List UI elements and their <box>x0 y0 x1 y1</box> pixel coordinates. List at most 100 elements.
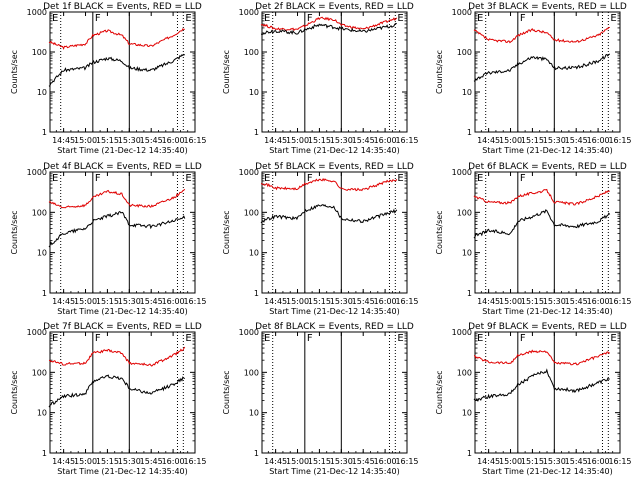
panel-2-title: Det 2f BLACK = Events, RED = LLD <box>255 2 414 12</box>
panel-3-xtick-label: 15:00 <box>499 136 522 145</box>
panel-3-xtick-label: 16:00 <box>587 136 610 145</box>
panel-7-ytick-label: 10 <box>37 409 47 418</box>
panel-6-xtick-label: 15:00 <box>499 297 522 306</box>
panel-4-lld-series <box>48 188 186 209</box>
panel-9-ytick-label: 1000 <box>452 328 472 337</box>
panel-6-marker-label: F <box>520 173 526 184</box>
panel-5-ylabel: Counts/sec <box>222 210 231 254</box>
panel-4-xtick-label: 15:00 <box>74 297 97 306</box>
panel-9-xtick-label: 15:45 <box>565 457 588 466</box>
panel-9-xtick-label: 16:00 <box>587 457 610 466</box>
panel-6-ytick-label: 10 <box>462 249 472 258</box>
panel-1-ytick-label: 1 <box>42 128 47 137</box>
panel-4-xtick-label: 15:45 <box>140 297 163 306</box>
panel-4-marker-label: E <box>52 173 58 184</box>
panel-2-marker-label: E <box>264 13 270 24</box>
panel-4-ytick-label: 10 <box>37 249 47 258</box>
panel-1-frame <box>49 11 196 133</box>
panel-9-ytick-label: 100 <box>457 368 472 377</box>
panel-9-ytick-label: 1 <box>467 449 472 458</box>
panel-4-xlabel: Start Time (21-Dec-12 14:35:40) <box>57 307 188 316</box>
panel-2-frame <box>261 11 408 133</box>
panel-1-marker-label: E <box>185 13 191 24</box>
panel-7-marker-label: F <box>95 333 101 344</box>
panel-5-xtick-label: 16:00 <box>374 297 397 306</box>
panel-9-ytick-label: 10 <box>462 409 472 418</box>
panel-7-xtick-label: 14:45 <box>52 457 75 466</box>
panel-1-ytick-label: 10 <box>37 88 47 97</box>
panel-6-xtick-label: 14:45 <box>477 297 500 306</box>
panel-4-xtick-label: 14:45 <box>52 297 75 306</box>
panel-6-xlabel: Start Time (21-Dec-12 14:35:40) <box>482 307 613 316</box>
panel-1-ylabel: Counts/sec <box>10 50 19 94</box>
panel-3-xtick-label: 15:30 <box>543 136 566 145</box>
panel-9-xlabel: Start Time (21-Dec-12 14:35:40) <box>482 467 613 476</box>
panel-6-xtick-label: 15:45 <box>565 297 588 306</box>
panel-7-title: Det 7f BLACK = Events, RED = LLD <box>43 322 202 332</box>
panel-2-ytick-label: 10 <box>249 88 259 97</box>
panel-4-marker-label: E <box>185 173 191 184</box>
panel-4-ylabel: Counts/sec <box>10 210 19 254</box>
panel-5-xtick-label: 16:15 <box>395 297 418 306</box>
panel-9-events-series <box>473 368 610 402</box>
panel-8-ytick-label: 1000 <box>239 328 259 337</box>
panel-5-ytick-label: 1 <box>254 289 259 298</box>
panel-4-title: Det 4f BLACK = Events, RED = LLD <box>43 162 202 172</box>
panel-7-ylabel: Counts/sec <box>10 370 19 414</box>
panel-7-frame <box>49 331 196 454</box>
panel-4-xtick-label: 16:00 <box>162 297 185 306</box>
panel-3-marker-label: E <box>477 13 483 24</box>
panel-5-xtick-label: 15:15 <box>308 297 331 306</box>
panel-3-xtick-label: 14:45 <box>477 136 500 145</box>
panel-4-xtick-label: 15:15 <box>96 297 119 306</box>
panel-2-marker-label: E <box>397 13 403 24</box>
panel-5-xtick-label: 15:00 <box>286 297 309 306</box>
panel-3-ytick-label: 10 <box>462 88 472 97</box>
panel-8-xtick-label: 16:15 <box>395 457 418 466</box>
panel-1-marker-label: F <box>95 13 101 24</box>
panel-5-xtick-label: 15:45 <box>352 297 375 306</box>
panel-7-lld-series <box>48 346 186 367</box>
panel-8-ytick-label: 100 <box>244 368 259 377</box>
panel-6-events-series <box>473 209 611 239</box>
panel-9-ylabel: Counts/sec <box>435 370 444 414</box>
panel-7-xtick-label: 15:00 <box>74 457 97 466</box>
panel-3-marker-label: E <box>610 13 616 24</box>
panel-8-marker-label: F <box>307 333 313 344</box>
panel-4-ytick-label: 1 <box>42 289 47 298</box>
panel-3-lld-series <box>473 27 610 44</box>
panel-6-ytick-label: 100 <box>457 208 472 217</box>
panel-1-title: Det 1f BLACK = Events, RED = LLD <box>43 2 202 12</box>
panel-6-title: Det 6f BLACK = Events, RED = LLD <box>468 162 627 172</box>
panel-7-xlabel: Start Time (21-Dec-12 14:35:40) <box>57 467 188 476</box>
panel-8-xtick-label: 15:15 <box>308 457 331 466</box>
panel-4-xtick-label: 15:30 <box>118 297 141 306</box>
panel-5-xlabel: Start Time (21-Dec-12 14:35:40) <box>269 307 400 316</box>
panel-5-marker-label: E <box>264 173 270 184</box>
panel-8-ytick-label: 10 <box>249 409 259 418</box>
panel-5-marker-label: E <box>397 173 403 184</box>
panel-9-xtick-label: 14:45 <box>477 457 500 466</box>
panel-3-title: Det 3f BLACK = Events, RED = LLD <box>468 2 627 12</box>
panel-2-marker-label: F <box>307 13 313 24</box>
panel-3-events-series <box>473 53 611 82</box>
panel-5-ytick-label: 10 <box>249 249 259 258</box>
panel-6-marker-label: E <box>610 173 616 184</box>
panel-2-xtick-label: 15:45 <box>352 136 375 145</box>
panel-1-lld-series <box>48 28 185 50</box>
panel-3-xtick-label: 15:45 <box>565 136 588 145</box>
panel-3-ytick-label: 1 <box>467 128 472 137</box>
panel-9-xtick-label: 15:00 <box>499 457 522 466</box>
panel-5-frame <box>261 171 408 294</box>
panel-5-title: Det 5f BLACK = Events, RED = LLD <box>255 162 414 172</box>
panel-8-xtick-label: 15:45 <box>352 457 375 466</box>
panel-9-xtick-label: 16:15 <box>608 457 631 466</box>
panel-3-ytick-label: 100 <box>457 48 472 57</box>
panel-2-events-series <box>260 22 397 35</box>
panel-9-lld-series <box>474 349 611 366</box>
panel-1-xtick-label: 15:45 <box>140 136 163 145</box>
panel-9-marker-label: E <box>610 333 616 344</box>
panel-4-frame <box>49 171 196 294</box>
panel-6-xtick-label: 15:15 <box>521 297 544 306</box>
